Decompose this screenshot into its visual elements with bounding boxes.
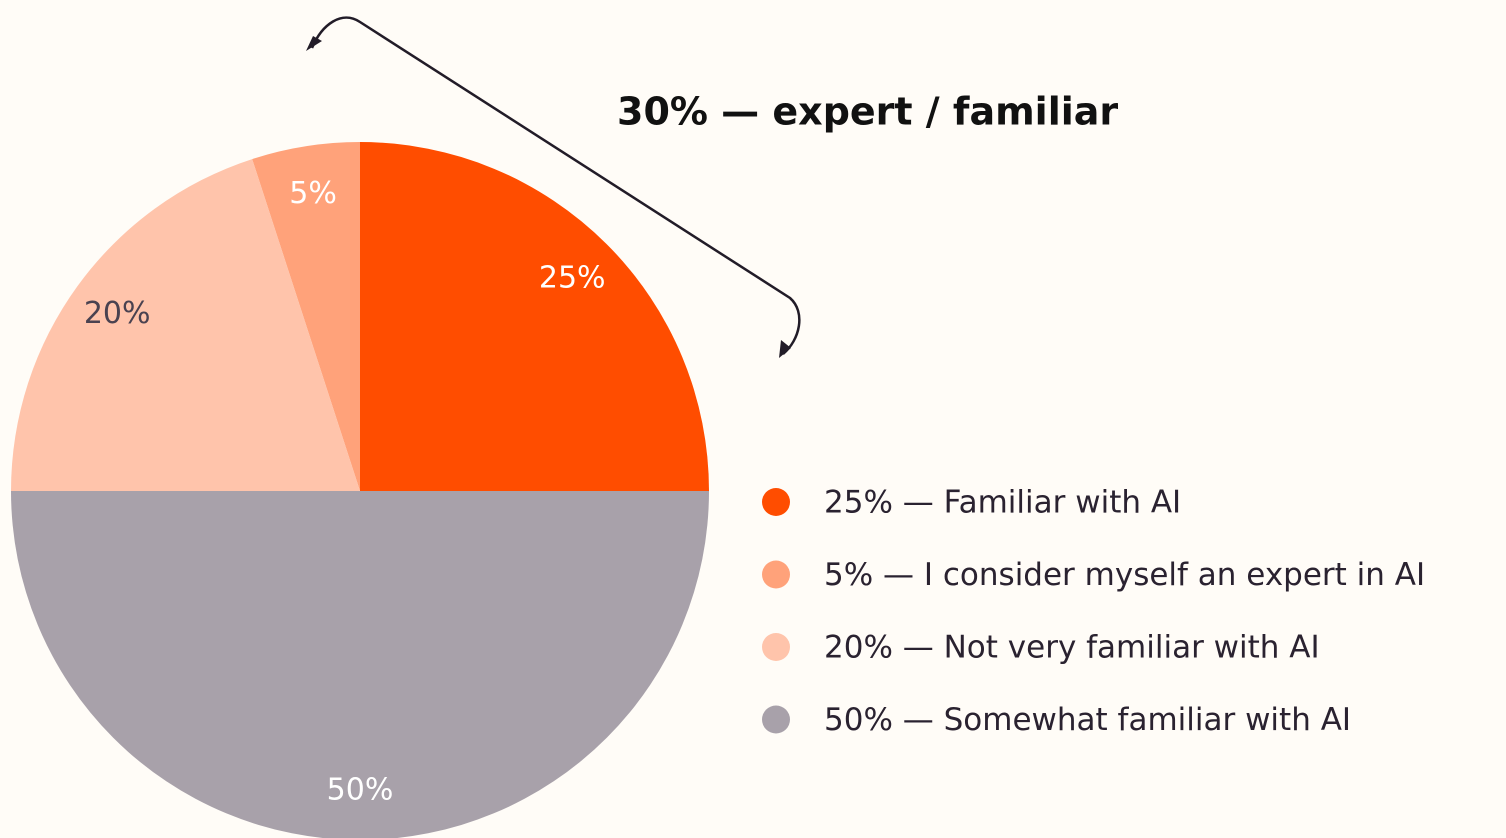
pie-slice [360,142,709,491]
legend-swatch [762,560,790,589]
slice-label: 25% [539,260,606,295]
slice-label: 50% [327,773,394,808]
legend-swatch [762,705,790,734]
pie [11,142,709,838]
pie-slice [252,142,360,491]
legend-swatch [762,488,790,516]
legend-swatch [762,633,790,661]
legend-label: 5% — I consider myself an expert in AI [824,557,1425,593]
legend-label: 50% — Somewhat familiar with AI [824,702,1351,738]
pie-slice [11,491,709,838]
slice-label: 20% [84,296,151,331]
slice-label: 5% [289,176,337,211]
arrow-head [306,36,322,51]
legend-label: 25% — Familiar with AI [824,485,1181,521]
legend-label: 20% — Not very familiar with AI [824,630,1320,666]
annotation: 30% — expert / familiar [617,90,1118,134]
pie-slice [11,159,360,491]
arrow-head [779,340,791,358]
bracket-arrow [310,16,801,355]
